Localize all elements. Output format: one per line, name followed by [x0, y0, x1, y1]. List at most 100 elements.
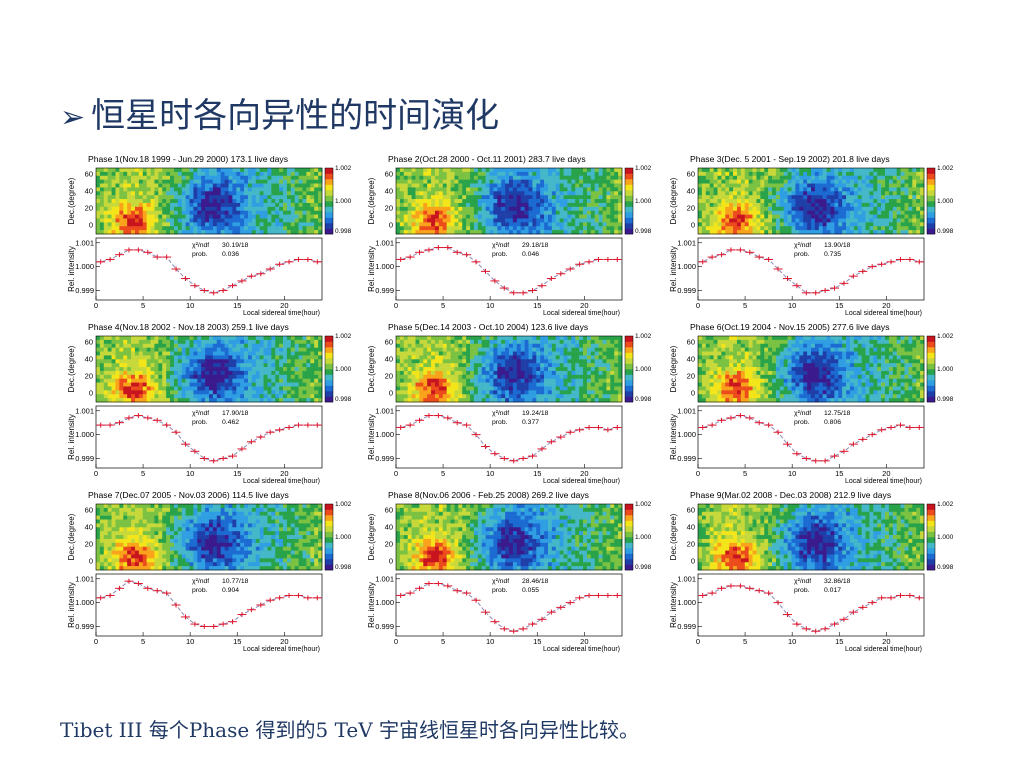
map-cell [290, 168, 296, 173]
map-cell [314, 390, 319, 395]
map-cell [811, 168, 816, 173]
map-cell [267, 359, 272, 364]
map-cell [103, 230, 108, 235]
map-cell [916, 195, 921, 200]
map-cell [142, 351, 147, 356]
map-cell [318, 183, 323, 188]
map-cell [446, 175, 451, 180]
map-cell [892, 222, 898, 227]
map-cell [142, 191, 147, 196]
map-cell [477, 390, 483, 395]
map-cell [493, 398, 498, 403]
map-cell [158, 202, 163, 208]
map-cell [748, 222, 753, 227]
map-cell [283, 210, 288, 215]
map-cell [505, 171, 510, 177]
map-cell [783, 210, 788, 215]
map-cell [310, 222, 315, 227]
map-cell [904, 183, 909, 188]
map-cell [509, 183, 514, 188]
map-cell [509, 210, 514, 215]
map-cell [99, 355, 105, 360]
map-cell [528, 398, 533, 403]
map-cell [177, 336, 183, 341]
map-cell [536, 214, 541, 219]
map-cell [232, 171, 237, 177]
map-cell [244, 210, 249, 215]
map-cell [442, 355, 447, 360]
map-cell [431, 343, 436, 348]
map-cell [748, 202, 753, 208]
map-cell [251, 195, 257, 200]
map-cell [134, 363, 140, 368]
map-cell [415, 382, 420, 387]
map-cell [115, 230, 120, 235]
map-cell [606, 168, 611, 173]
map-cell [298, 382, 303, 387]
map-cell [493, 336, 498, 341]
map-cell [501, 390, 506, 395]
map-cell [698, 179, 703, 184]
map-cell [473, 355, 479, 360]
map-cell [779, 230, 785, 235]
map-cell [838, 199, 843, 204]
map-cell [477, 187, 483, 192]
map-cell [485, 355, 490, 360]
map-cell [547, 191, 553, 196]
map-cell [520, 363, 525, 368]
map-cell [466, 210, 471, 215]
y-tick-label: 1.000 [75, 430, 94, 439]
map-cell [814, 206, 820, 211]
map-cell [275, 363, 280, 368]
map-cell [197, 183, 202, 188]
sky-map [96, 336, 323, 403]
map-cell [540, 214, 545, 219]
map-cell [166, 355, 171, 360]
map-cell [505, 359, 510, 364]
map-cell [189, 187, 194, 192]
map-cell [232, 339, 237, 345]
map-cell [442, 359, 447, 364]
map-cell [705, 179, 710, 184]
map-cell [814, 168, 820, 173]
map-cell [142, 230, 147, 235]
map-cell [865, 218, 870, 223]
map-cell [279, 390, 284, 395]
map-cell [255, 339, 260, 345]
map-cell [115, 347, 120, 352]
map-cell [99, 191, 105, 196]
map-cell [454, 168, 459, 173]
map-cell [571, 206, 576, 211]
map-cell [431, 355, 436, 360]
map-cell [228, 175, 233, 180]
map-cell [520, 226, 525, 231]
map-cell [744, 214, 749, 219]
map-cell [306, 202, 311, 208]
map-cell [259, 390, 264, 395]
map-cell [189, 378, 194, 383]
map-cell [756, 183, 761, 188]
map-cell [873, 222, 878, 227]
map-cell [442, 347, 447, 352]
x-tick-label: 5 [743, 301, 747, 310]
map-cell [158, 226, 163, 231]
map-cell [779, 191, 785, 196]
map-cell [497, 355, 502, 360]
map-cell [744, 206, 749, 211]
map-cell [411, 179, 416, 184]
map-cell [205, 386, 210, 391]
map-cell [290, 202, 296, 208]
map-frame [395, 167, 623, 235]
map-cell [107, 187, 112, 192]
map-cell [516, 351, 521, 356]
map-cell [598, 214, 603, 219]
map-cell [811, 171, 816, 177]
y-axis-label: Rel. intensity [367, 246, 376, 292]
map-cell [756, 195, 761, 200]
map-cell [244, 191, 249, 196]
map-cell [772, 171, 777, 177]
map-cell [544, 187, 549, 192]
map-cell [811, 230, 816, 235]
map-cell [485, 339, 490, 345]
map-cell [411, 222, 416, 227]
